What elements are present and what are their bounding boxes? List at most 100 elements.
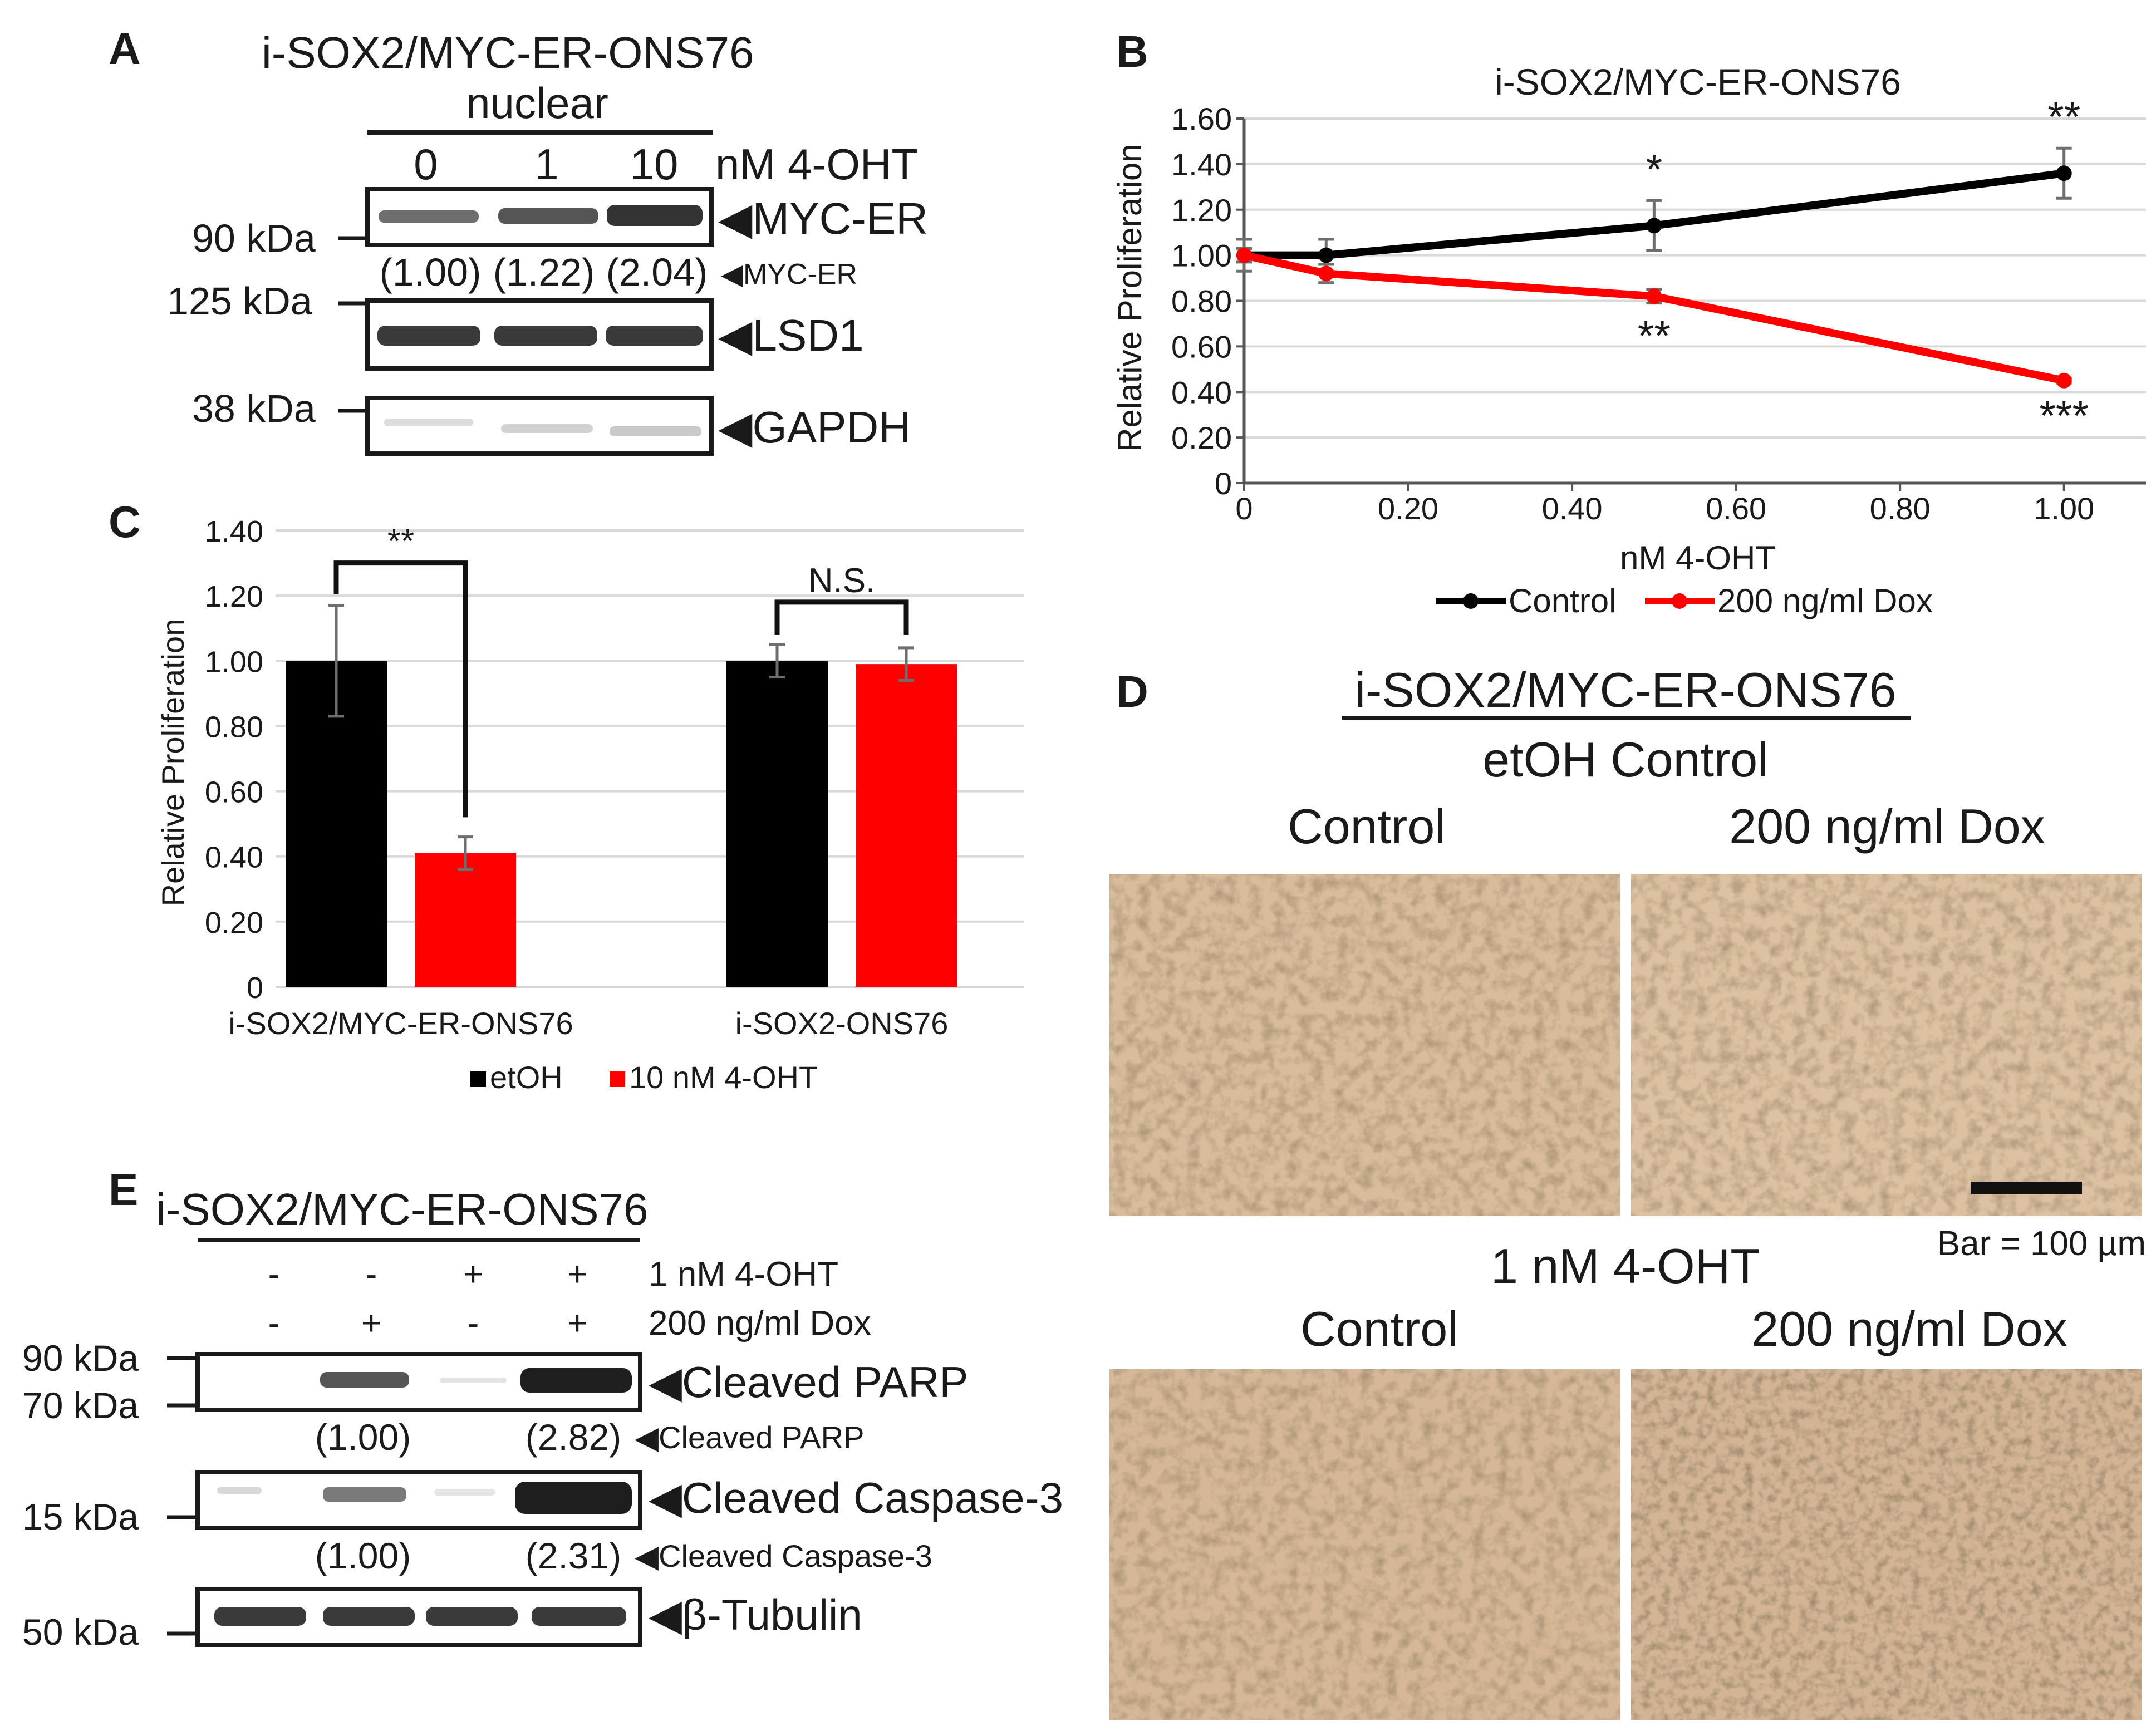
panel-a-lane-unit: nM 4-OHT xyxy=(715,140,918,189)
panel-e: E i-SOX2/MYC-ER-ONS76 - - + + 1 nM 4-OHT… xyxy=(22,1165,1063,1653)
oht-sign-1: - xyxy=(268,1255,280,1294)
b-ytick-label: 1.20 xyxy=(1171,193,1232,228)
b-series-line-0 xyxy=(1244,169,2065,259)
b-point xyxy=(2056,372,2072,389)
c-ytick-label: 0.80 xyxy=(205,710,263,744)
chart-c-legend: etOH 10 nM 4-OHT xyxy=(470,1060,818,1095)
c-ytick-label: 0.20 xyxy=(205,906,263,940)
b-point xyxy=(1646,218,1662,234)
b-ytick-label: 1.60 xyxy=(1171,101,1232,136)
b-xtick-label: 0.40 xyxy=(1542,491,1603,526)
legend-oht-label: 10 nM 4-OHT xyxy=(629,1060,818,1095)
oht-sign-4: + xyxy=(567,1255,587,1294)
legend-control-label: Control xyxy=(1509,582,1616,619)
chart-b-ylabel: Relative Proliferation xyxy=(1111,144,1148,452)
c-bar xyxy=(856,664,957,987)
parp-band-4 xyxy=(520,1368,632,1393)
caspase-quant-2: (2.31) xyxy=(526,1535,621,1576)
caspase-quant-1: (1.00) xyxy=(315,1535,411,1576)
panel-d-row2-title: 1 nM 4-OHT xyxy=(1491,1238,1760,1294)
caspase-quant-label: ◀Cleaved Caspase-3 xyxy=(635,1538,932,1573)
c-category-label: i-SOX2-ONS76 xyxy=(735,1006,949,1041)
b-point xyxy=(1646,288,1662,304)
dox-sign-4: + xyxy=(567,1304,587,1342)
dox-sign-1: - xyxy=(268,1304,280,1342)
b-significance: ** xyxy=(2047,94,2080,141)
micrograph-oht-dox xyxy=(1631,1369,2142,1720)
tubulin-band-2 xyxy=(323,1607,415,1626)
myc-er-band-3 xyxy=(607,205,703,226)
parp-label: ◀Cleaved PARP xyxy=(649,1358,968,1407)
gapdh-band-3 xyxy=(610,426,701,436)
micrograph-etoh-dox xyxy=(1631,874,2142,1216)
panel-d-row1-col1: Control xyxy=(1288,799,1446,854)
tubulin-label: ◀β-Tubulin xyxy=(649,1590,862,1639)
panel-d-row2-col1: Control xyxy=(1300,1301,1458,1356)
panel-b-letter: B xyxy=(1116,27,1148,76)
tubulin-band-3 xyxy=(426,1607,518,1626)
chart-b-legend: Control 200 ng/ml Dox xyxy=(1436,582,1933,619)
c-bar xyxy=(726,661,828,987)
mw-e-15-kda: 15 kDa xyxy=(22,1496,139,1537)
c-category-label: i-SOX2/MYC-ER-ONS76 xyxy=(228,1006,573,1041)
chart-b-xlabel: nM 4-OHT xyxy=(1620,539,1776,577)
c-bracket-2 xyxy=(774,599,909,635)
panel-a-letter: A xyxy=(109,24,141,73)
legend-oht-swatch xyxy=(610,1071,625,1087)
b-ytick-label: 1.00 xyxy=(1171,238,1232,273)
gapdh-band-2 xyxy=(501,424,593,433)
mw-90-kda: 90 kDa xyxy=(192,217,316,260)
tubulin-band-1 xyxy=(214,1607,306,1626)
b-point xyxy=(1318,247,1334,263)
myc-er-quant-1: (1.00) xyxy=(380,250,482,294)
b-xtick-label: 0.60 xyxy=(1706,491,1766,526)
mw-38-kda: 38 kDa xyxy=(192,387,316,430)
parp-band-2 xyxy=(320,1372,409,1388)
caspase-band-4 xyxy=(515,1482,632,1514)
lsd1-band-2 xyxy=(494,326,597,346)
b-ytick-label: 0.20 xyxy=(1171,420,1232,455)
lsd1-band-3 xyxy=(606,326,703,346)
panel-e-letter: E xyxy=(109,1165,138,1214)
panel-a-fraction: nuclear xyxy=(466,78,608,127)
myc-er-quant-label: ◀MYC-ER xyxy=(721,258,857,291)
panel-d-row1-col2: 200 ng/ml Dox xyxy=(1729,799,2045,854)
caspase-band-1 xyxy=(217,1487,262,1494)
micrograph-oht-control xyxy=(1109,1369,1620,1720)
parp-blot-frame xyxy=(195,1352,642,1412)
oht-sign-3: + xyxy=(463,1255,483,1294)
scale-bar xyxy=(1971,1182,2082,1194)
chart-b-title: i-SOX2/MYC-ER-ONS76 xyxy=(1495,61,1901,102)
mw-e-70-kda: 70 kDa xyxy=(22,1385,139,1426)
panel-d-row2-col2: 200 ng/ml Dox xyxy=(1751,1301,2067,1356)
b-xtick-label: 0.80 xyxy=(1870,491,1931,526)
b-series-line-1 xyxy=(1243,251,2065,385)
b-point xyxy=(1318,265,1334,282)
parp-quant-1: (1.00) xyxy=(315,1417,411,1458)
c-ytick-label: 0 xyxy=(247,971,263,1005)
b-ytick-label: 0.40 xyxy=(1171,375,1232,410)
lsd1-band-1 xyxy=(377,326,480,346)
b-xtick-label: 0 xyxy=(1235,491,1253,526)
b-point xyxy=(1236,247,1252,263)
chart-c-ylabel: Relative Proliferation xyxy=(155,619,190,907)
c-bar xyxy=(415,853,516,987)
b-ytick-label: 1.40 xyxy=(1171,147,1232,182)
gapdh-band-1 xyxy=(384,419,473,426)
dox-sign-2: + xyxy=(361,1304,381,1342)
caspase-band-2 xyxy=(323,1487,406,1502)
panel-d-row1-title: etOH Control xyxy=(1482,732,1769,787)
c-bracket-1 xyxy=(333,560,468,818)
legend-control-marker xyxy=(1463,593,1479,609)
panel-a-title: i-SOX2/MYC-ER-ONS76 xyxy=(262,28,754,77)
panel-a: A i-SOX2/MYC-ER-ONS76 nuclear 0 1 10 nM … xyxy=(109,24,928,456)
dox-sign-3: - xyxy=(468,1304,479,1342)
caspase-band-3 xyxy=(434,1489,495,1496)
panel-e-title: i-SOX2/MYC-ER-ONS76 xyxy=(156,1184,649,1234)
c-ytick-label: 1.40 xyxy=(205,515,263,548)
myc-er-band-2 xyxy=(498,208,598,224)
mw-e-50-kda: 50 kDa xyxy=(22,1611,139,1653)
b-point xyxy=(2056,165,2072,181)
c-ytick-label: 0.60 xyxy=(205,776,263,809)
b-ytick-label: 0 xyxy=(1215,466,1232,501)
